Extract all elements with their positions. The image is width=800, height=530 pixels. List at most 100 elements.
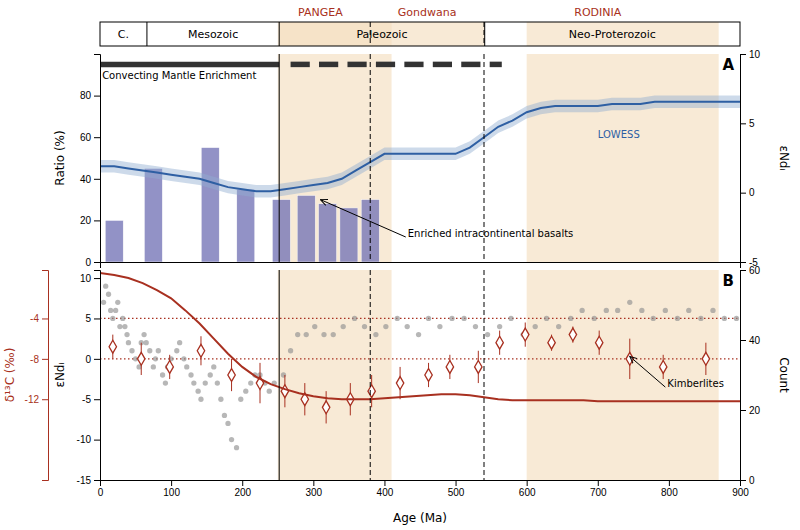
point [215, 380, 220, 385]
bar [319, 204, 337, 262]
tick: 0 [740, 475, 755, 486]
tick: 80 [80, 90, 100, 101]
segment [100, 62, 279, 68]
segment [291, 62, 310, 68]
point [475, 360, 482, 373]
annotation: RODINIA [574, 6, 621, 19]
axis-domain [42, 271, 49, 481]
tick: -5 [82, 394, 100, 405]
vertical-line [279, 270, 280, 480]
tick-mark [94, 262, 100, 263]
tick: 10 [80, 273, 100, 284]
segment [376, 62, 395, 68]
axis-domain [94, 55, 101, 263]
tick-label: 60 [80, 132, 92, 143]
tick: -4 [30, 313, 48, 324]
point [595, 336, 602, 349]
tick-label: 100 [163, 487, 180, 498]
eon-label: Mesozoic [188, 28, 238, 41]
eon-label: C. [118, 28, 129, 41]
segment [404, 62, 423, 68]
point [147, 348, 152, 353]
tick-mark [740, 340, 746, 341]
annotation: Gondwana [398, 6, 457, 19]
tick-label: 700 [590, 487, 607, 498]
panel: 020406080-50510Ratio (%)εNdᵢAConvecting … [53, 49, 791, 268]
x-axis-title: Age (Ma) [393, 511, 447, 525]
point [675, 316, 680, 321]
point [198, 397, 203, 402]
point [544, 316, 549, 321]
point [362, 324, 367, 329]
tick-mark [94, 318, 100, 319]
point [383, 324, 388, 329]
tick: 0 [98, 480, 104, 498]
point [188, 372, 193, 377]
tick: 40 [80, 174, 100, 185]
point [103, 284, 108, 289]
chart-container: C.MesozoicPaleozoicNeo-ProterozoicPANGEA… [0, 0, 800, 530]
y2-axis-title: εNdᵢ [777, 145, 791, 170]
point [115, 300, 120, 305]
tick-mark [94, 96, 100, 97]
point [496, 336, 503, 349]
axis-domain [741, 271, 747, 481]
point [352, 316, 357, 321]
point [615, 308, 620, 313]
tick: 400 [377, 480, 394, 498]
point [106, 292, 111, 297]
tick: -15 [77, 475, 100, 486]
point [191, 380, 196, 385]
point [485, 332, 490, 337]
tick-mark [94, 480, 100, 481]
y-axis-title: Ratio (%) [53, 130, 67, 185]
point [322, 401, 329, 414]
confidence-band [100, 96, 740, 198]
tick-label: -4 [30, 313, 39, 324]
tick-mark [42, 399, 48, 400]
point [473, 324, 478, 329]
tick-label: 600 [519, 487, 536, 498]
point [702, 352, 709, 365]
tick-label: 40 [749, 335, 761, 346]
tick: 900 [732, 480, 749, 498]
tick-label: 40 [80, 174, 92, 185]
x-axis [101, 263, 741, 269]
tick: 20 [80, 215, 100, 226]
tick-label: 0 [85, 354, 91, 365]
tick-label: 0 [85, 257, 91, 268]
point [663, 308, 668, 313]
point [222, 413, 227, 418]
tick-mark [740, 410, 746, 411]
tick: 5 [85, 313, 100, 324]
tick-mark [42, 318, 48, 319]
vertical-line [370, 270, 371, 480]
tick-label: -15 [77, 475, 92, 486]
tick-mark [313, 480, 314, 486]
axis-domain [101, 481, 741, 487]
annotation: LOWESS [598, 129, 640, 140]
tick-mark [740, 54, 746, 55]
header-frame [100, 22, 740, 46]
axis-domain [741, 55, 747, 263]
point [153, 356, 158, 361]
tick-label: -12 [25, 394, 40, 405]
point [109, 340, 116, 353]
point [556, 324, 561, 329]
tick: 0 [85, 354, 100, 365]
point [722, 316, 727, 321]
tick-mark [94, 359, 100, 360]
reference-line [100, 358, 740, 359]
tick: 10 [740, 49, 761, 60]
y3-axis-title: δ¹³C (‰) [3, 348, 17, 403]
tick-label: 500 [448, 487, 465, 498]
tick-label: -5 [82, 394, 91, 405]
segment [347, 62, 366, 68]
point [181, 356, 186, 361]
tick-label: 800 [661, 487, 678, 498]
y2-axis: -50510 [740, 49, 761, 268]
segment [319, 62, 338, 68]
point [163, 380, 168, 385]
y2-axis-title: Count [777, 357, 791, 393]
tick: -10 [77, 434, 100, 445]
